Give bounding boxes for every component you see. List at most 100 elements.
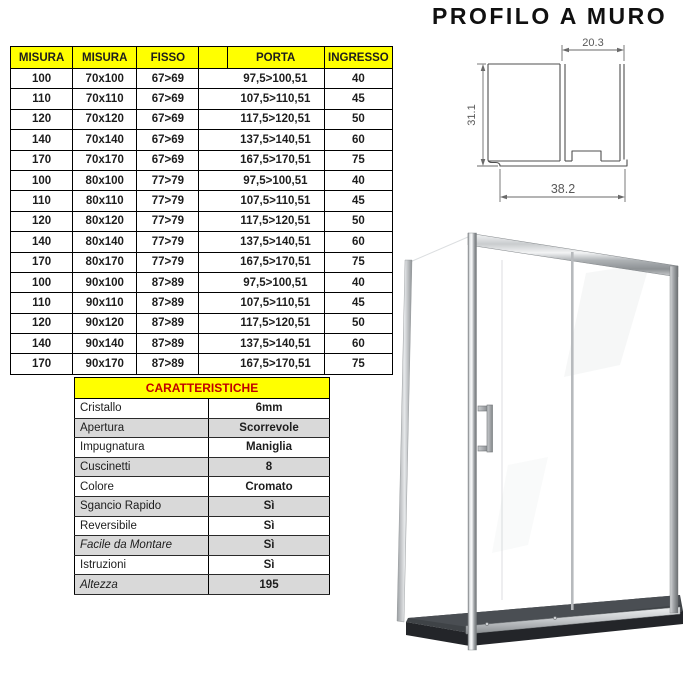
table-cell: 40 <box>324 68 394 90</box>
table-cell: 195 <box>207 574 330 595</box>
size-table-row: 120 80x120 77>79 117,5>120,51 50 <box>9 211 394 233</box>
size-table-row: 170 70x170 67>69 167,5>170,51 75 <box>9 150 394 171</box>
left-upright <box>467 232 477 651</box>
feature-row: Altezza 195 <box>74 574 330 595</box>
table-cell <box>198 272 228 294</box>
table-cell: 60 <box>324 333 394 355</box>
table-cell: 50 <box>324 211 394 233</box>
table-cell: Altezza <box>74 574 209 595</box>
dimension-lines <box>477 45 626 202</box>
table-cell: 140 <box>9 333 74 355</box>
table-cell: 75 <box>324 353 394 375</box>
table-cell: 8 <box>207 457 330 478</box>
feature-row: Istruzioni Sì <box>74 555 330 576</box>
glass-reflections <box>409 236 650 600</box>
table-cell: Facile da Montare <box>74 535 209 556</box>
table-cell: 120 <box>9 109 74 131</box>
table-cell: 77>79 <box>136 252 200 273</box>
table-cell: 100 <box>9 68 74 90</box>
table-cell: 40 <box>324 272 394 294</box>
table-cell: 117,5>120,51 <box>227 211 325 233</box>
table-cell: 80x100 <box>72 170 138 192</box>
table-cell <box>198 211 228 233</box>
table-cell: 110 <box>9 292 74 314</box>
feature-row: Sgancio Rapido Sì <box>74 496 330 517</box>
size-table-row: 110 70x110 67>69 107,5>110,51 45 <box>9 88 394 110</box>
size-table: MISURA MISURA FISSO PORTA INGRESSO 100 70x100… <box>9 46 394 375</box>
size-table-row: 140 80x140 77>79 137,5>140,51 60 <box>9 231 394 253</box>
table-cell: 117,5>120,51 <box>227 109 325 131</box>
frame <box>467 232 679 651</box>
features-title: CARATTERISTICHE <box>73 377 331 399</box>
column-header <box>198 46 228 69</box>
table-cell: 90x120 <box>72 313 138 335</box>
table-cell: 167,5>170,51 <box>227 252 325 273</box>
size-table-row: 100 80x100 77>79 97,5>100,51 40 <box>9 170 394 192</box>
table-cell: 167,5>170,51 <box>227 150 325 171</box>
table-cell: 75 <box>324 150 394 171</box>
table-cell: Cristallo <box>74 398 209 419</box>
dim-bottom-width-label: 38.2 <box>551 182 575 196</box>
table-cell <box>198 170 228 192</box>
size-table-header-row: MISURA MISURA FISSO PORTA INGRESSO <box>9 46 394 69</box>
dim-top-width-label: 20.3 <box>582 37 603 49</box>
table-cell: 45 <box>324 88 394 110</box>
table-cell <box>198 292 228 314</box>
size-table-row: 140 90x140 87>89 137,5>140,51 60 <box>9 333 394 355</box>
feature-row: Reversibile Sì <box>74 516 330 537</box>
size-table-row: 140 70x140 67>69 137,5>140,51 60 <box>9 129 394 151</box>
table-cell: 90x100 <box>72 272 138 294</box>
column-header: MISURA <box>9 46 74 69</box>
table-cell: 45 <box>324 190 394 212</box>
column-header: INGRESSO <box>323 46 394 69</box>
table-cell: 140 <box>9 129 74 151</box>
table-cell: 67>69 <box>136 88 200 110</box>
table-cell: Sì <box>207 535 330 556</box>
table-cell: 80x170 <box>72 252 138 273</box>
right-upright <box>669 265 679 614</box>
column-header: PORTA <box>226 46 325 69</box>
size-table-row: 100 70x100 67>69 97,5>100,51 40 <box>9 68 394 90</box>
table-cell: 67>69 <box>136 109 200 131</box>
table-cell: 75 <box>324 252 394 273</box>
table-cell: 107,5>110,51 <box>227 292 325 314</box>
table-cell: 67>69 <box>136 68 200 90</box>
table-cell <box>198 129 228 151</box>
table-cell: 80x120 <box>72 211 138 233</box>
rail-screw <box>553 616 557 620</box>
table-cell: 90x110 <box>72 292 138 314</box>
table-cell: Impugnatura <box>74 437 209 458</box>
table-cell: 67>69 <box>136 129 200 151</box>
door-divider <box>571 252 574 610</box>
table-cell: 137,5>140,51 <box>227 129 325 151</box>
table-cell: 90x170 <box>72 353 138 375</box>
table-cell <box>198 231 228 253</box>
table-cell: 137,5>140,51 <box>227 333 325 355</box>
table-cell: 97,5>100,51 <box>227 272 325 294</box>
door-handle <box>477 404 493 453</box>
table-cell <box>198 333 228 355</box>
feature-row: Colore Cromato <box>74 476 330 497</box>
table-cell: 107,5>110,51 <box>227 88 325 110</box>
profile-technical-drawing: 20.3 31.1 38.2 <box>466 37 628 202</box>
table-cell: Sgancio Rapido <box>74 496 209 517</box>
table-cell: 77>79 <box>136 211 200 233</box>
table-cell: 77>79 <box>136 170 200 192</box>
table-cell: 87>89 <box>136 292 200 314</box>
table-cell <box>198 190 228 212</box>
features-title-row: CARATTERISTICHE <box>73 377 331 399</box>
table-cell: 117,5>120,51 <box>227 313 325 335</box>
table-cell <box>198 68 228 90</box>
dim-left-height-label: 31.1 <box>466 104 478 125</box>
table-cell: 70x120 <box>72 109 138 131</box>
table-cell: 167,5>170,51 <box>227 353 325 375</box>
table-cell <box>198 150 228 171</box>
table-cell: 110 <box>9 88 74 110</box>
profile-outline <box>487 63 628 167</box>
table-cell: Istruzioni <box>74 555 209 576</box>
table-cell: Cuscinetti <box>74 457 209 478</box>
features-table: CARATTERISTICHE Cristallo 6mm Apertura Scor… <box>73 377 331 595</box>
size-table-row: 100 90x100 87>89 97,5>100,51 40 <box>9 272 394 294</box>
table-cell: 70x110 <box>72 88 138 110</box>
table-cell: Apertura <box>74 418 209 439</box>
